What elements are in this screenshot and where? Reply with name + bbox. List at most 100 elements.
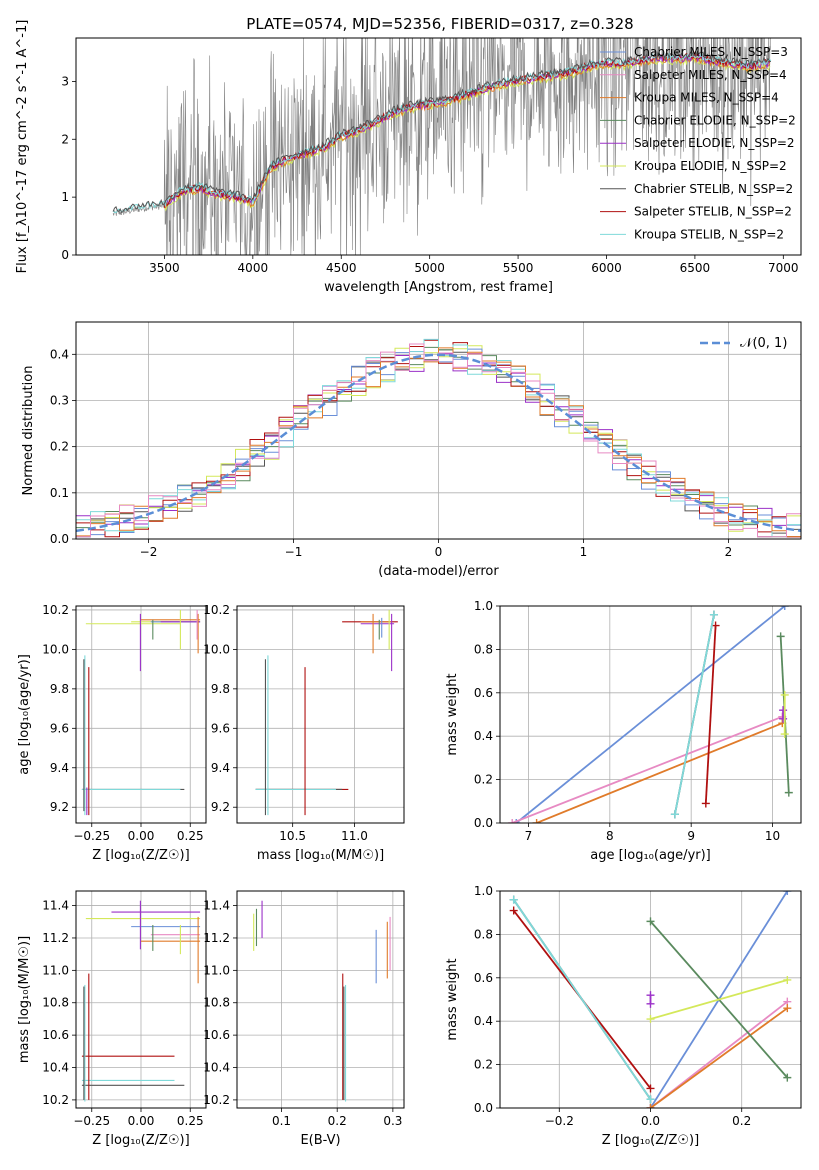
spectrum-ytick-label-2: 2 (61, 132, 69, 146)
weight_vs_age-ytick-label-5: 1.0 (474, 599, 493, 613)
weight_vs_age-ytick-label-3: 0.6 (474, 686, 493, 700)
residuals-xtick-label-2: 0 (435, 545, 443, 559)
weight_vs_Z-marker-kroupa_miles-0 (646, 1104, 655, 1108)
mass_vs_Z-ytick-label-6: 11.4 (42, 899, 69, 913)
weight_vs_Z-marker-salpeter_stelib-0 (509, 906, 518, 915)
legend-label-chabrier_stelib: Chabrier STELIB, N_SSP=2 (634, 182, 793, 196)
mass_vs_ebv-frame (236, 890, 405, 1109)
weight_vs_age-series-kroupa_miles (536, 722, 783, 823)
weight_vs_age-ytick-label-2: 0.4 (474, 729, 493, 743)
mass_vs_Z-ytick-label-5: 11.2 (42, 931, 69, 945)
mass_vs_ebv-ytick-label-2: 10.6 (203, 1028, 230, 1042)
age_vs_Z-ylabel: age [log₁₀(age/yr)] (17, 654, 32, 775)
residuals-xtick-label-0: −2 (140, 545, 158, 559)
spectrum-ytick-label-1: 1 (61, 190, 69, 204)
residuals-ytick-label-0: 0.0 (50, 532, 69, 546)
mass_vs_ebv-ytick-label-1: 10.4 (203, 1061, 230, 1075)
weight_vs_Z-marker-kroupa_elodie-1 (783, 975, 792, 984)
spectrum-legend: Chabrier MILES, N_SSP=3 Salpeter MILES, N… (600, 45, 796, 241)
weight_vs_age-marker-salpeter_stelib-0 (701, 799, 710, 808)
mass_vs_ebv-ytick-label-6: 11.4 (203, 899, 230, 913)
weight_vs_age-xtick-label-2: 9 (687, 829, 695, 843)
weight_vs_age-marker-chabrier_miles-0 (512, 819, 521, 823)
mass_vs_Z-ytick-label-2: 10.6 (42, 1028, 69, 1042)
mass_vs_ebv-ytick-label-3: 10.8 (203, 996, 230, 1010)
legend-label-normal: 𝒩(0, 1) (740, 336, 787, 351)
weight_vs_age-series-kroupa_stelib (674, 614, 715, 815)
weight_vs_age-marker-kroupa_miles-0 (532, 819, 541, 823)
age_vs_mass-xtick-label-1: 11.0 (341, 829, 368, 843)
mass_vs_Z-ytick-label-4: 11.0 (42, 963, 69, 977)
spectrum-model-chabrier_stelib (112, 50, 772, 214)
residuals-ytick-label-3: 0.3 (50, 393, 69, 407)
mass_vs_ebv-ytick-label-4: 11.0 (203, 963, 230, 977)
weight_vs_age-marker-salpeter_elodie-0 (779, 714, 788, 723)
weight_vs_age-ytick-label-4: 0.8 (474, 642, 493, 656)
weight_vs_Z-marker-kroupa_miles-1 (783, 1004, 792, 1013)
spectrum-xtick-label-4: 5500 (503, 261, 534, 275)
spectrum-panel: 3500 4000 4500 5000 5500 6000 6500 7000 0 1 2 3 wave… (15, 20, 802, 295)
residual-hist-salpeter_miles (76, 343, 801, 538)
spectrum-xtick-label-1: 4000 (238, 261, 269, 275)
weight_vs_age-series-chabrier_miles (515, 606, 786, 823)
age_vs_Z-xtick-label-1: 0.00 (128, 829, 155, 843)
weight_vs_age-ylabel: mass weight (445, 673, 460, 755)
mass_vs_Z-xlabel: Z [log₁₀(Z/Z☉)] (92, 1133, 189, 1148)
spectrum-xlabel: wavelength [Angstrom, rest frame] (324, 280, 553, 295)
age_vs_Z-ytick-label-0: 9.2 (50, 800, 69, 814)
normal-curve (76, 353, 801, 533)
mass_vs_ebv-panel: 0.1 0.2 0.3 10.2 10.4 10.6 10.8 11.0 11.2 11.4 E(B… (203, 890, 405, 1148)
age_vs_Z-panel: −0.25 0.00 0.25 9.2 9.4 9.6 9.8 10.0 10.2 Z [log₁… (17, 603, 207, 863)
spectrum-data-line (112, 38, 771, 255)
age_vs_mass-ytick-label-2: 9.6 (211, 721, 230, 735)
legend-label-kroupa_elodie: Kroupa ELODIE, N_SSP=2 (634, 159, 787, 173)
age_vs_Z-plot-area (81, 609, 201, 816)
figure-title: PLATE=0574, MJD=52356, FIBERID=0317, z=0… (246, 15, 633, 33)
spectrum-xtick-label-0: 3500 (149, 261, 180, 275)
weight_vs_age-marker-salpeter_stelib-1 (711, 621, 720, 630)
residuals-ytick-label-2: 0.2 (50, 440, 69, 454)
weight_vs_Z-panel: −0.2 0.0 0.2 0.0 0.2 0.4 0.6 0.8 1.0 Z [log₁₀(Z/Z… (445, 884, 802, 1148)
age_vs_Z-xtick-label-2: 0.25 (177, 829, 204, 843)
weight_vs_Z-xtick-label-0: −0.2 (545, 1114, 574, 1128)
mass_vs_ebv-plot-area (253, 900, 391, 1102)
age_vs_Z-ytick-label-3: 9.8 (50, 682, 69, 696)
age_vs_mass-ytick-label-4: 10.0 (203, 642, 230, 656)
weight_vs_age-plot-area (508, 606, 793, 823)
weight_vs_age-marker-kroupa_stelib-0 (670, 810, 679, 819)
weight_vs_age-ytick-label-1: 0.2 (474, 773, 493, 787)
spectrum-xtick-label-5: 6000 (591, 261, 622, 275)
age_vs_mass-plot-area (255, 609, 398, 816)
weight_vs_Z-marker-salpeter_stelib-1 (646, 1084, 655, 1093)
age_vs_mass-xtick-label-0: 10.5 (279, 829, 306, 843)
residuals-ytick-label-1: 0.1 (50, 486, 69, 500)
weight_vs_Z-ylabel: mass weight (445, 958, 460, 1040)
weight_vs_age-series-salpeter_stelib (704, 625, 717, 804)
weight_vs_Z-series-kroupa_miles (649, 1007, 788, 1108)
weight_vs_Z-ytick-label-2: 0.4 (474, 1014, 493, 1028)
age_vs_mass-xlabel: mass [log₁₀(M/M☉)] (257, 848, 384, 863)
legend-label-chabrier_elodie: Chabrier ELODIE, N_SSP=2 (634, 113, 796, 127)
residuals-plot-area (76, 338, 801, 538)
weight_vs_age-marker-chabrier_miles-1 (780, 606, 789, 610)
weight_vs_Z-marker-salpeter_elodie-1 (646, 991, 655, 1000)
weight_vs_Z-series-kroupa_elodie (650, 979, 788, 1020)
residuals-xtick-label-1: −1 (285, 545, 303, 559)
spectrum-ylabel: Flux [f_λ10^-17 erg cm^-2 s^-1 A^-1] (15, 20, 30, 274)
weight_vs_age-marker-chabrier_elodie-1 (784, 788, 793, 797)
residuals-xlabel: (data-model)/error (378, 564, 499, 579)
weight_vs_age-xlabel: age [log₁₀(age/yr)] (590, 848, 711, 863)
legend-label-salpeter_elodie: Salpeter ELODIE, N_SSP=2 (634, 136, 795, 150)
weight_vs_Z-series-kroupa_stelib (512, 899, 652, 1100)
weight_vs_Z-ytick-label-4: 0.8 (474, 927, 493, 941)
age_vs_mass-ytick-label-3: 9.8 (211, 682, 230, 696)
weight_vs_Z-xtick-label-2: 0.2 (732, 1114, 751, 1128)
weight_vs_Z-xlabel: Z [log₁₀(Z/Z☉)] (602, 1133, 699, 1148)
age_vs_mass-ytick-label-1: 9.4 (211, 761, 230, 775)
spectrum-plot-area (112, 38, 772, 255)
residuals-ylabel: Normed distribution (21, 366, 36, 496)
weight_vs_Z-marker-kroupa_stelib-0 (509, 895, 518, 904)
weight_vs_age-xtick-label-3: 10 (765, 829, 780, 843)
residuals-xtick-label-4: 2 (725, 545, 733, 559)
